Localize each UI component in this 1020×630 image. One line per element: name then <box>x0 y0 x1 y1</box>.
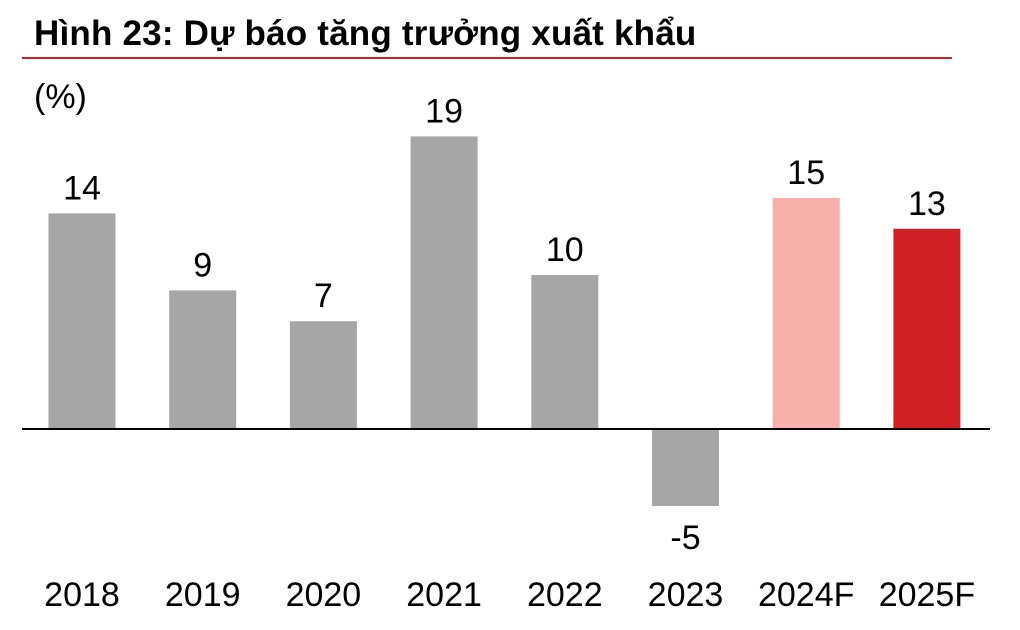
data-label-2020: 7 <box>314 277 333 315</box>
bar-2020 <box>289 321 357 429</box>
bar-2021 <box>410 136 478 429</box>
x-tick-label-2025F: 2025F <box>879 576 975 614</box>
data-label-2024F: 15 <box>787 154 825 192</box>
x-tick-label-2021: 2021 <box>406 576 482 614</box>
x-tick-label-2020: 2020 <box>286 576 362 614</box>
data-label-2025F: 13 <box>908 185 946 223</box>
x-tick-label-2019: 2019 <box>165 576 241 614</box>
bar-2023 <box>652 429 719 506</box>
data-label-2018: 14 <box>63 169 101 207</box>
x-tick-label-2024F: 2024F <box>758 576 854 614</box>
bar-2018 <box>48 213 116 429</box>
data-label-2022: 10 <box>546 231 584 269</box>
bar-2025F <box>893 228 961 429</box>
data-label-2019: 9 <box>193 246 212 284</box>
title-underline <box>22 57 952 59</box>
y-unit-label: (%) <box>34 78 87 116</box>
chart-title: Hình 23: Dự báo tăng trưởng xuất khẩu <box>34 14 697 53</box>
data-label-2023: -5 <box>670 519 700 557</box>
bar-2024F <box>772 198 840 429</box>
bar-2022 <box>531 275 599 429</box>
x-tick-label-2018: 2018 <box>44 576 120 614</box>
x-tick-label-2023: 2023 <box>648 576 724 614</box>
x-tick-label-2022: 2022 <box>527 576 603 614</box>
bar-2019 <box>169 290 237 429</box>
data-label-2021: 19 <box>425 92 463 130</box>
